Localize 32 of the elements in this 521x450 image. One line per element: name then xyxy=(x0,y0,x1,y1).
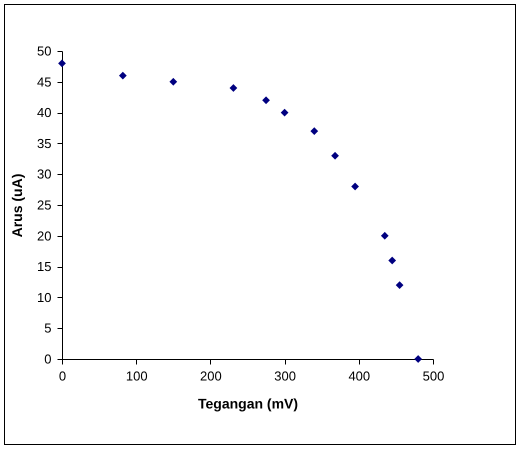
point xyxy=(118,72,127,80)
x-tick-label: 500 xyxy=(422,368,444,384)
x-tick-label: 300 xyxy=(274,368,296,384)
y-tick-label: 45 xyxy=(37,74,52,90)
point xyxy=(351,182,359,190)
x-tick-label: 100 xyxy=(126,368,148,384)
point xyxy=(414,355,422,363)
y-tick-label: 5 xyxy=(44,320,52,336)
x-axis-title: Tegangan (mV) xyxy=(198,396,298,412)
y-tick-label: 20 xyxy=(37,228,52,244)
x-tick-label: 400 xyxy=(348,368,370,384)
point xyxy=(388,256,396,264)
point xyxy=(230,84,238,92)
point xyxy=(58,59,66,68)
y-tick-label: 15 xyxy=(37,259,52,274)
y-tick-label: 35 xyxy=(37,136,52,151)
x-tick-label: 200 xyxy=(200,368,222,384)
y-tick-label: 10 xyxy=(37,290,52,305)
y-tick-label: 0 xyxy=(44,352,52,366)
y-tick-label: 25 xyxy=(37,198,52,212)
point xyxy=(169,78,178,86)
y-tick-label: 40 xyxy=(37,105,52,120)
point xyxy=(396,281,404,289)
point xyxy=(380,232,389,240)
point xyxy=(280,108,288,116)
y-tick-label: 30 xyxy=(37,166,52,182)
point xyxy=(262,96,270,104)
point xyxy=(310,127,318,135)
x-tick-label: 0 xyxy=(58,368,66,384)
point xyxy=(331,152,339,160)
y-axis-title: Arus (uA) xyxy=(9,174,26,238)
y-tick-label: 50 xyxy=(37,44,52,58)
